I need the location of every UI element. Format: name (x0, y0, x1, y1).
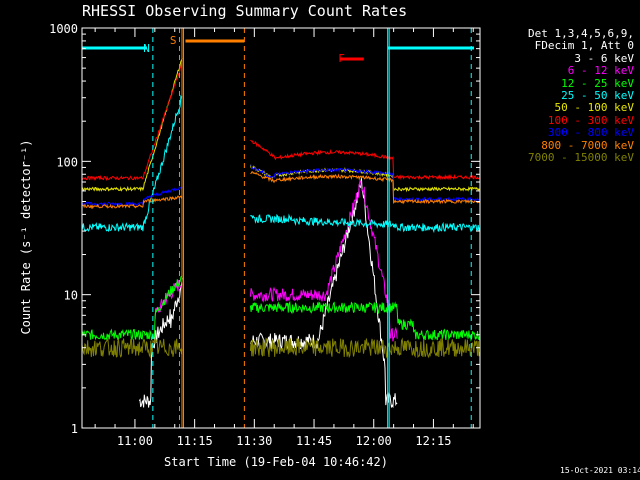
x-tick-label: 11:15 (177, 434, 213, 448)
series-line-50-100-kev (81, 57, 480, 193)
y-tick-label: 10 (64, 289, 78, 303)
x-tick-label: 11:30 (236, 434, 272, 448)
legend-item: 7000 - 15000 keV (528, 151, 634, 165)
legend-item: 25 - 50 keV (561, 89, 634, 103)
series-line-25-50-kev (81, 94, 481, 234)
chart-title: RHESSI Observing Summary Count Rates (82, 2, 408, 20)
y-tick-label: 1 (71, 422, 78, 436)
series-line-7000-15000-kev (81, 336, 481, 359)
legend-item: 12 - 25 keV (561, 76, 634, 90)
series-line-800-7000-kev (82, 171, 480, 210)
x-tick-label: 12:00 (356, 434, 392, 448)
series-line-12-25-kev (81, 275, 481, 342)
legend-header-line-1: Det 1,3,4,5,6,9, (528, 27, 634, 40)
legend-item: 50 - 100 keV (554, 101, 634, 115)
legend-item: 100 - 300 keV (547, 113, 634, 127)
marker-n: N (143, 42, 150, 55)
x-tick-label: 12:15 (415, 434, 451, 448)
series-line-300-800-kev (81, 164, 480, 207)
marker-f: F (338, 52, 345, 65)
marker-s: S (170, 34, 177, 47)
series-line-6-12-kev (154, 180, 398, 342)
y-axis-label: Count Rate (s⁻¹ detector⁻¹) (19, 139, 33, 335)
legend: Det 1,3,4,5,6,9, FDecim 1, Att 0 3 - 6 k… (482, 27, 634, 165)
y-tick-label: 100 (56, 155, 78, 169)
series-line-3-6-kev (138, 177, 398, 409)
legend-item: 800 - 7000 keV (541, 138, 634, 152)
legend-item: 6 - 12 keV (567, 64, 634, 78)
plot-frame (81, 27, 481, 429)
legend-item: 300 - 800 keV (547, 126, 634, 140)
x-axis-label: Start Time (19-Feb-04 10:46:42) (164, 455, 388, 469)
x-tick-label: 11:45 (296, 434, 332, 448)
x-tick-label: 11:00 (117, 434, 153, 448)
timestamp: 15-Oct-2021 03:14 (560, 466, 640, 475)
legend-item: 3 - 6 keV (574, 51, 634, 65)
series-line-100-300-kev (81, 62, 480, 182)
legend-header-line-2: FDecim 1, Att 0 (534, 39, 634, 53)
y-tick-label: 1000 (49, 22, 78, 36)
